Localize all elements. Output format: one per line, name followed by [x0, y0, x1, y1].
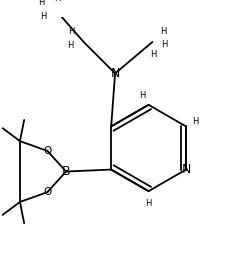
Text: B: B: [62, 165, 70, 178]
Text: H: H: [160, 27, 166, 36]
Text: N: N: [110, 67, 120, 80]
Text: O: O: [43, 187, 51, 197]
Text: H: H: [193, 116, 199, 125]
Text: H: H: [67, 41, 74, 50]
Text: O: O: [43, 146, 51, 156]
Text: H: H: [38, 0, 45, 7]
Text: H: H: [145, 199, 152, 208]
Text: H: H: [139, 91, 145, 100]
Text: H: H: [54, 0, 60, 3]
Text: N: N: [181, 163, 191, 176]
Text: H: H: [40, 12, 46, 21]
Text: H: H: [161, 40, 168, 49]
Text: H: H: [68, 27, 75, 36]
Text: H: H: [150, 50, 156, 59]
